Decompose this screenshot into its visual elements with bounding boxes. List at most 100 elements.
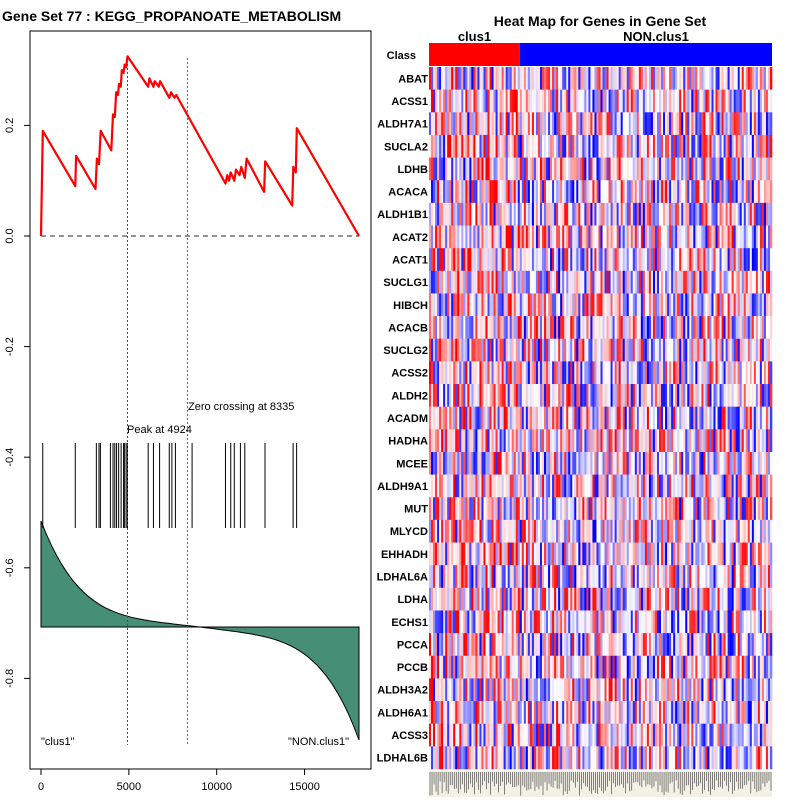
heat-cell <box>463 134 466 158</box>
heat-cell <box>739 678 743 702</box>
heat-cell <box>681 587 684 611</box>
heat-cell <box>529 542 533 566</box>
heat-cell <box>652 633 656 657</box>
heat-cell <box>691 384 694 407</box>
heat-cell <box>701 587 704 611</box>
heat-cell <box>481 270 484 294</box>
heat-cell <box>548 701 551 725</box>
heat-cell <box>634 497 638 521</box>
heat-cell <box>610 225 613 249</box>
heat-cell <box>576 610 579 634</box>
heat-cell <box>570 112 573 136</box>
heat-cell <box>632 406 636 430</box>
heat-cell <box>473 542 476 566</box>
heat-cell <box>697 270 700 294</box>
heat-cell <box>485 270 488 294</box>
heat-cell <box>652 384 656 407</box>
heat-cell <box>628 202 632 226</box>
heat-cell <box>477 361 480 385</box>
heat-cell <box>485 67 488 90</box>
heat-cell <box>656 67 660 90</box>
heat-cell <box>723 474 726 498</box>
heat-cell <box>693 474 696 498</box>
heat-cell <box>683 384 686 407</box>
heat-cell <box>616 406 619 430</box>
heat-cell <box>697 610 700 634</box>
heat-cell <box>544 451 547 475</box>
heat-cell <box>596 180 599 204</box>
heat-cell <box>737 89 741 113</box>
heat-cell <box>439 248 442 272</box>
heat-cell <box>469 519 472 543</box>
heat-cell <box>598 610 601 634</box>
heat-cell <box>624 429 628 453</box>
heat-cell <box>437 429 440 453</box>
heat-cell <box>509 180 513 204</box>
heat-cell <box>584 451 587 475</box>
heat-cell <box>517 384 521 407</box>
heat-cell <box>719 429 722 453</box>
heat-cell <box>667 270 670 294</box>
heat-cell <box>650 134 654 158</box>
heat-cell <box>699 678 702 702</box>
heat-cell <box>546 633 549 657</box>
heat-cell <box>663 134 666 158</box>
heat-cell <box>564 429 567 453</box>
heat-cell <box>608 384 611 407</box>
heat-cell <box>667 678 670 702</box>
heat-cell <box>531 474 535 498</box>
heat-cell <box>548 248 551 272</box>
heat-cell <box>505 633 508 657</box>
heat-cell <box>745 451 749 475</box>
heat-cell <box>546 565 549 589</box>
heat-cell <box>751 112 755 136</box>
heat-cell <box>451 565 454 589</box>
heat-cell <box>735 384 738 407</box>
heat-cell <box>614 474 617 498</box>
heat-cell <box>743 180 747 204</box>
heat-cell <box>539 519 543 543</box>
heat-cell <box>713 361 716 385</box>
heat-cell <box>439 112 442 136</box>
heat-cell <box>663 678 666 702</box>
heat-cell <box>723 406 726 430</box>
heat-cell <box>616 678 619 702</box>
heat-cell <box>691 542 694 566</box>
heat-cell <box>519 293 523 317</box>
heat-cell <box>501 316 504 340</box>
heat-cell <box>537 451 541 475</box>
heat-cell <box>610 89 613 113</box>
heat-cell <box>693 429 696 453</box>
heat-cell <box>564 180 567 204</box>
heat-cell <box>683 542 686 566</box>
heat-cell <box>437 180 440 204</box>
heat-cell <box>479 157 482 181</box>
heat-cell <box>743 202 747 226</box>
heat-cell <box>513 67 517 90</box>
heat-cell <box>465 316 468 340</box>
heat-cell <box>584 67 587 90</box>
heat-cell <box>552 565 555 589</box>
heat-cell <box>763 180 767 204</box>
heat-cell <box>769 429 773 453</box>
heat-cell <box>564 519 567 543</box>
heat-cell <box>640 655 644 679</box>
heat-cell <box>572 565 575 589</box>
heat-cell <box>679 542 682 566</box>
heat-cell <box>441 633 444 657</box>
heat-cell <box>618 655 621 679</box>
heat-cell <box>661 655 664 679</box>
heat-cell <box>479 89 482 113</box>
heat-cell <box>636 451 640 475</box>
heat-cell <box>459 225 462 249</box>
heat-cell <box>634 701 638 725</box>
heat-cell <box>767 610 771 634</box>
heat-cell <box>667 157 670 181</box>
heat-cell <box>499 112 502 136</box>
heat-cell <box>701 67 704 90</box>
heat-cell <box>485 497 488 521</box>
heat-cell <box>483 157 486 181</box>
heat-cell <box>507 633 511 657</box>
heat-cell <box>451 587 454 611</box>
heat-cell <box>759 565 763 589</box>
